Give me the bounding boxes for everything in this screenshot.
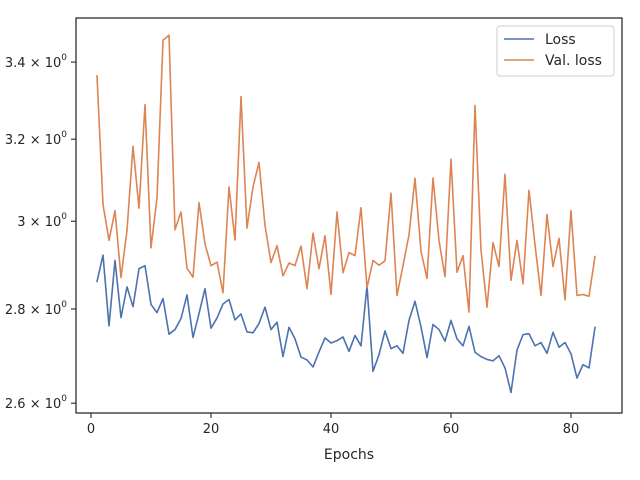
x-axis-label: Epochs [324, 447, 374, 463]
x-tick-label-1: 20 [203, 422, 220, 437]
y-axis: 2.6 × 100 2.8 × 100 3 × 100 3.2 × 100 3.4 × … [5, 53, 76, 412]
y-tick-label-3: 3.2 × 100 [5, 130, 67, 148]
plot-area [96, 34, 596, 394]
x-tick-label-4: 80 [563, 422, 580, 437]
y-tick-label-1: 2.8 × 100 [5, 300, 67, 318]
x-tick-label-2: 40 [323, 422, 340, 437]
x-axis: 0 20 40 60 80 [87, 413, 579, 437]
legend-label-val-loss: Val. loss [545, 53, 602, 69]
x-tick-label-0: 0 [87, 422, 95, 437]
y-tick-label-0: 2.6 × 100 [5, 394, 67, 412]
axes-frame [75, 17, 623, 414]
series-line-0 [96, 254, 596, 394]
legend: Loss Val. loss [496, 25, 615, 77]
legend-label-loss: Loss [545, 32, 576, 48]
series-line-1 [96, 34, 596, 313]
y-tick-label-4: 3.4 × 100 [5, 53, 67, 71]
x-tick-label-3: 60 [443, 422, 460, 437]
y-tick-label-2: 3 × 100 [17, 212, 67, 230]
